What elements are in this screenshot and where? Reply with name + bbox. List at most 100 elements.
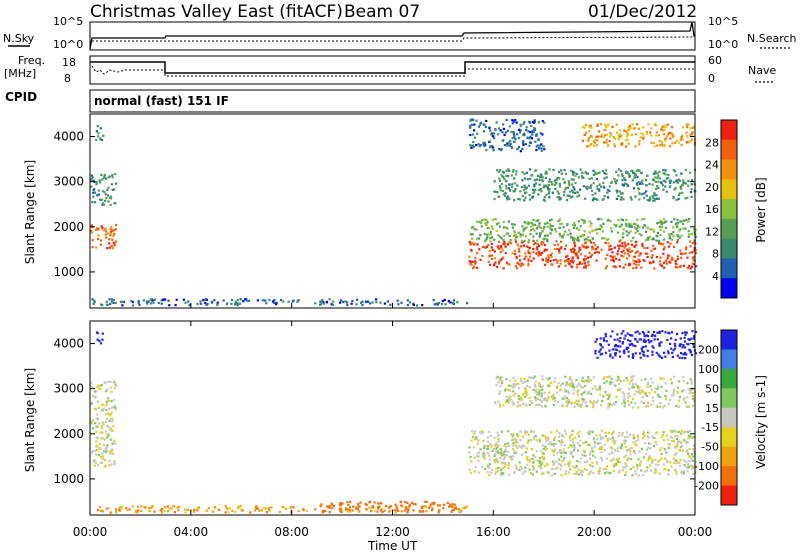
data-cell <box>637 187 640 190</box>
data-cell <box>671 133 674 136</box>
data-cell <box>531 195 534 198</box>
data-cell <box>651 254 654 257</box>
data-cell <box>640 469 643 472</box>
data-cell <box>544 448 547 451</box>
data-cell <box>659 401 662 405</box>
data-cell <box>682 227 685 230</box>
data-cell <box>571 183 574 186</box>
data-cell <box>691 330 694 333</box>
data-cell <box>655 187 658 190</box>
data-cell <box>522 230 525 233</box>
data-cell <box>339 504 342 507</box>
data-cell <box>524 222 527 225</box>
data-cell <box>675 446 678 449</box>
data-cell <box>348 510 352 513</box>
data-cell <box>625 471 628 474</box>
data-cell <box>604 123 607 127</box>
data-cell <box>682 126 685 129</box>
data-cell <box>621 219 625 222</box>
data-cell <box>513 234 516 237</box>
data-cell <box>558 462 561 465</box>
data-cell <box>591 199 594 202</box>
data-cell <box>328 511 331 514</box>
data-cell <box>675 462 678 465</box>
data-cell <box>490 445 493 448</box>
data-cell <box>684 182 687 185</box>
data-cell <box>486 447 489 450</box>
power-ylabel: Slant Range [km] <box>23 160 37 264</box>
data-cell <box>93 299 96 302</box>
data-cell <box>690 178 694 182</box>
data-cell <box>667 331 670 334</box>
data-cell <box>513 402 516 405</box>
data-cell <box>627 264 630 267</box>
data-cell <box>537 393 540 396</box>
data-cell <box>547 183 551 187</box>
data-cell <box>473 470 477 473</box>
data-cell <box>587 376 590 379</box>
data-cell <box>469 233 473 236</box>
data-cell <box>587 139 590 142</box>
data-cell <box>609 375 612 378</box>
data-cell <box>556 247 559 250</box>
data-cell <box>550 255 553 259</box>
data-cell <box>501 139 504 142</box>
data-cell <box>614 180 617 183</box>
data-cell <box>572 247 575 250</box>
colorbar-tick-label: 4 <box>712 270 719 283</box>
data-cell <box>554 376 557 380</box>
data-cell <box>533 396 536 399</box>
data-cell <box>613 177 616 180</box>
data-cell <box>400 504 403 507</box>
data-cell <box>638 226 641 229</box>
data-cell <box>543 121 546 124</box>
data-cell <box>661 225 664 229</box>
data-cell <box>592 401 595 405</box>
data-cell <box>296 300 299 303</box>
data-cell <box>626 138 629 141</box>
data-cell <box>113 460 116 463</box>
data-cell <box>524 387 527 390</box>
data-cell <box>404 500 407 503</box>
data-cell <box>421 304 424 307</box>
data-cell <box>104 447 107 450</box>
data-cell <box>101 455 104 458</box>
data-cell <box>541 133 544 136</box>
data-cell <box>605 467 608 470</box>
data-cell <box>476 455 479 458</box>
data-cell <box>496 191 499 194</box>
data-cell <box>497 195 500 198</box>
colorbar-tick-label: 20 <box>705 181 719 194</box>
data-cell <box>546 258 550 261</box>
data-cell <box>684 333 687 336</box>
data-cell <box>598 434 601 437</box>
data-cell <box>110 244 113 248</box>
data-cell <box>519 430 522 433</box>
data-cell <box>265 511 268 514</box>
data-cell <box>648 464 652 467</box>
noise-right-tick-bottom: 10^0 <box>708 38 738 51</box>
data-cell <box>496 470 499 473</box>
data-cell <box>566 223 569 226</box>
data-cell <box>672 388 675 391</box>
data-cell <box>647 446 650 449</box>
data-cell <box>506 261 509 264</box>
data-cell <box>634 402 637 405</box>
data-cell <box>546 240 549 243</box>
data-cell <box>500 148 503 151</box>
data-cell <box>551 449 554 452</box>
data-cell <box>196 302 199 306</box>
data-cell <box>479 448 482 451</box>
data-cell <box>527 241 530 244</box>
data-cell <box>518 398 521 401</box>
data-cell <box>97 132 100 135</box>
data-cell <box>661 356 664 359</box>
data-cell <box>102 423 105 426</box>
data-cell <box>507 463 510 467</box>
data-cell <box>498 392 501 395</box>
data-cell <box>580 385 583 388</box>
data-cell <box>558 232 561 235</box>
data-cell <box>613 442 616 445</box>
data-cell <box>92 179 95 182</box>
data-cell <box>534 456 537 459</box>
